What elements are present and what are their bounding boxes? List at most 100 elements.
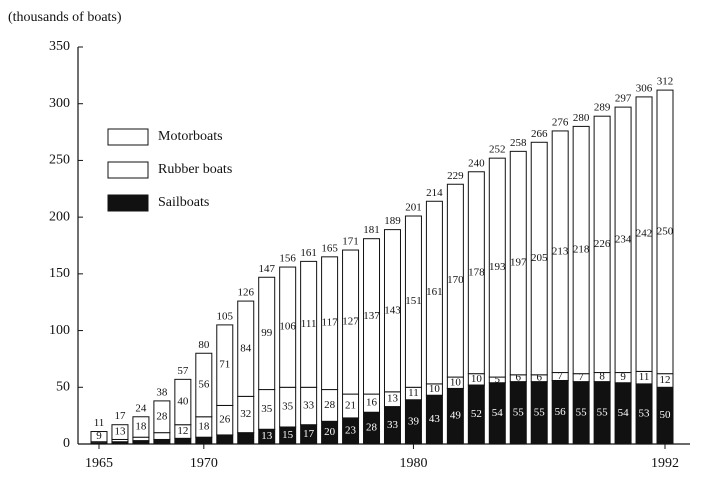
bar-segment <box>132 416 150 438</box>
segment-label: 151 <box>405 295 422 307</box>
total-label: 297 <box>615 93 632 105</box>
total-label: 165 <box>321 242 338 254</box>
bar-segment <box>258 276 276 391</box>
bar-segment <box>635 96 653 372</box>
segment-label: 53 <box>639 407 651 419</box>
total-label: 24 <box>135 402 147 414</box>
bar-segment <box>593 115 611 374</box>
y-axis-label: (thousands of boats) <box>8 10 122 25</box>
segment-label: 55 <box>534 406 546 418</box>
bar-segment <box>195 352 213 418</box>
bar-segment <box>174 437 192 445</box>
bar-segment <box>237 432 255 445</box>
segment-label: 218 <box>573 244 590 256</box>
total-label: 280 <box>573 112 590 124</box>
segment-label: 33 <box>303 400 315 412</box>
bar-segment <box>237 300 255 397</box>
bar-segment <box>216 434 234 445</box>
bar-segment <box>153 432 171 440</box>
bar-segment <box>342 249 360 395</box>
segment-label: 12 <box>177 425 188 437</box>
segment-label: 35 <box>261 403 273 415</box>
segment-label: 161 <box>426 286 443 298</box>
segment-label: 21 <box>345 400 356 412</box>
total-label: 181 <box>363 224 380 236</box>
y-tick-label: 300 <box>49 96 70 111</box>
segment-label: 13 <box>387 393 399 405</box>
total-label: 276 <box>552 116 569 128</box>
segment-label: 226 <box>594 238 611 250</box>
segment-label: 40 <box>177 396 189 408</box>
legend-swatch <box>107 161 149 179</box>
total-label: 156 <box>279 253 296 265</box>
y-tick-label: 0 <box>63 436 70 451</box>
segment-label: 39 <box>408 415 420 427</box>
segment-label: 11 <box>408 387 419 399</box>
segment-label: 7 <box>578 371 584 383</box>
total-label: 161 <box>300 247 317 259</box>
segment-label: 205 <box>531 252 548 264</box>
segment-label: 28 <box>324 399 336 411</box>
bar-segment <box>174 378 192 426</box>
bar-segment <box>446 183 464 378</box>
total-label: 17 <box>114 410 126 422</box>
segment-label: 250 <box>657 225 674 237</box>
segment-label: 54 <box>618 407 630 419</box>
bar-segment <box>111 424 129 440</box>
total-label: 306 <box>636 82 653 94</box>
bar-segment <box>467 171 485 375</box>
legend-swatch <box>107 194 149 212</box>
bar-segment <box>404 215 422 388</box>
bar-segment <box>90 431 108 443</box>
total-label: 201 <box>405 202 422 214</box>
y-tick-label: 200 <box>49 209 70 224</box>
total-label: 80 <box>198 339 210 351</box>
segment-label: 197 <box>510 257 527 269</box>
y-tick-label: 50 <box>56 380 70 395</box>
segment-label: 28 <box>156 410 168 422</box>
x-tick-label: 1970 <box>190 456 218 471</box>
legend-label: Rubber boats <box>158 162 232 177</box>
segment-label: 10 <box>429 383 441 395</box>
bar-segment <box>383 229 401 393</box>
segment-label: 55 <box>597 406 609 418</box>
total-label: 126 <box>237 287 254 299</box>
segment-label: 71 <box>219 359 230 371</box>
bar-segment <box>551 130 569 374</box>
segment-label: 8 <box>599 371 605 383</box>
total-label: 252 <box>489 144 506 156</box>
segment-label: 16 <box>366 397 378 409</box>
segment-label: 50 <box>660 409 672 421</box>
segment-label: 52 <box>471 408 482 420</box>
segment-label: 13 <box>261 430 273 442</box>
segment-label: 56 <box>555 406 567 418</box>
bar-segment <box>425 200 443 385</box>
segment-label: 55 <box>576 406 588 418</box>
segment-label: 10 <box>471 373 483 385</box>
segment-label: 32 <box>240 408 251 420</box>
total-label: 11 <box>94 417 105 429</box>
x-tick-label: 1965 <box>85 456 113 471</box>
bar-segment <box>153 400 171 434</box>
segment-label: 6 <box>516 372 522 384</box>
total-label: 312 <box>657 76 674 88</box>
total-label: 240 <box>468 157 485 169</box>
segment-label: 234 <box>615 233 632 245</box>
y-tick-label: 250 <box>49 153 70 168</box>
segment-label: 13 <box>114 426 126 438</box>
y-tick-label: 100 <box>49 323 70 338</box>
segment-label: 28 <box>366 422 378 434</box>
segment-label: 10 <box>450 376 462 388</box>
bar-segment <box>363 238 381 395</box>
bar-segment <box>530 141 548 376</box>
segment-label: 170 <box>447 274 464 286</box>
total-label: 57 <box>177 365 189 377</box>
segment-label: 111 <box>301 318 317 330</box>
segment-label: 213 <box>552 245 569 257</box>
segment-label: 84 <box>240 342 252 354</box>
total-label: 189 <box>384 215 401 227</box>
total-label: 147 <box>258 263 275 275</box>
segment-label: 9 <box>620 371 626 383</box>
segment-label: 26 <box>219 414 231 426</box>
